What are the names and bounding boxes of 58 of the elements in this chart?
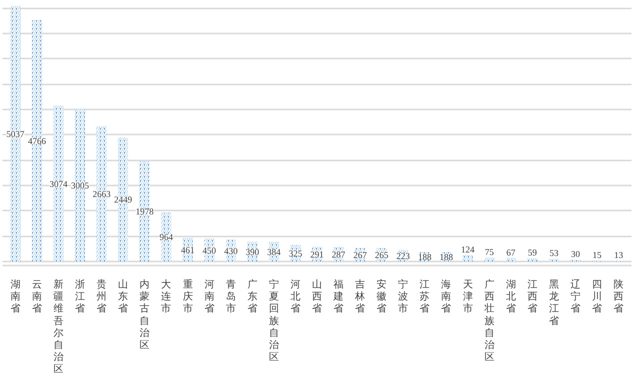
x-tick-label: 山西省	[312, 278, 322, 315]
data-label: 15	[592, 250, 602, 260]
data-label: 325	[288, 248, 303, 258]
x-tick-label: 广东省	[247, 278, 258, 315]
data-label: 59	[528, 248, 538, 258]
data-label: 450	[202, 245, 217, 256]
x-tick-label: 贵州省	[96, 278, 107, 315]
data-label: 124	[461, 244, 476, 254]
x-tick-label: 安徽省	[376, 278, 387, 315]
data-label: 2663	[92, 189, 112, 200]
data-label: 287	[332, 249, 346, 260]
data-label: 223	[396, 251, 410, 262]
x-tick-label: 内蒙古自治区	[140, 278, 150, 351]
x-tick-label: 河南省	[204, 278, 214, 315]
data-label: 53	[549, 248, 559, 258]
data-label: 75	[484, 246, 494, 257]
x-tick-label: 山东省	[118, 278, 128, 315]
data-label: 1978	[136, 206, 154, 217]
x-tick-label: 广西壮族自治区	[483, 278, 494, 364]
data-label: 67	[506, 247, 516, 258]
data-label: 30	[570, 249, 580, 260]
data-label: 390	[246, 246, 260, 257]
data-label: 461	[181, 244, 195, 255]
data-label: 267	[353, 250, 368, 260]
x-tick-label: 黑龙江省	[548, 280, 559, 327]
x-tick-label: 大连市	[161, 278, 172, 315]
x-tick-label: 浙江省	[75, 278, 86, 315]
data-label: 2449	[114, 194, 133, 205]
x-tick-label: 天津市	[462, 280, 473, 315]
data-label: 430	[224, 246, 238, 256]
x-tick-label: 宁波市	[398, 278, 408, 315]
x-tick-label: 吉林省	[354, 278, 366, 315]
data-label: 291	[310, 249, 324, 260]
x-tick-label: 青岛市	[226, 278, 236, 315]
x-tick-label: 河北省	[290, 278, 300, 315]
x-tick-label: 湖北省	[506, 278, 516, 315]
data-label: 964	[159, 232, 174, 242]
x-tick-label: 新疆维吾尔自治区	[54, 278, 64, 376]
data-label: 5037	[6, 129, 25, 139]
x-tick-label: 江西省	[527, 278, 538, 315]
x-tick-label: 辽宁省	[570, 278, 580, 315]
x-tick-label: 宁夏回族自治区	[268, 278, 279, 364]
x-tick-label: 福建省	[332, 278, 344, 315]
data-label: 3074	[50, 178, 68, 189]
data-label: 13	[614, 250, 624, 260]
x-tick-label: 云南省	[32, 280, 42, 315]
x-tick-label: 江苏省	[420, 278, 430, 315]
data-label: 3005	[71, 180, 90, 191]
x-tick-label: 海南省	[441, 278, 452, 315]
data-label: 265	[374, 250, 389, 260]
x-tick-label: 湖南省	[10, 278, 20, 315]
data-label: 384	[267, 246, 282, 257]
data-label: 188	[418, 252, 432, 262]
data-label: 4766	[28, 136, 46, 146]
data-label: 188	[439, 252, 454, 262]
x-tick-label: 陕西省	[614, 278, 624, 315]
x-tick-label: 四川省	[592, 280, 602, 315]
x-tick-label: 重庆市	[182, 278, 193, 315]
